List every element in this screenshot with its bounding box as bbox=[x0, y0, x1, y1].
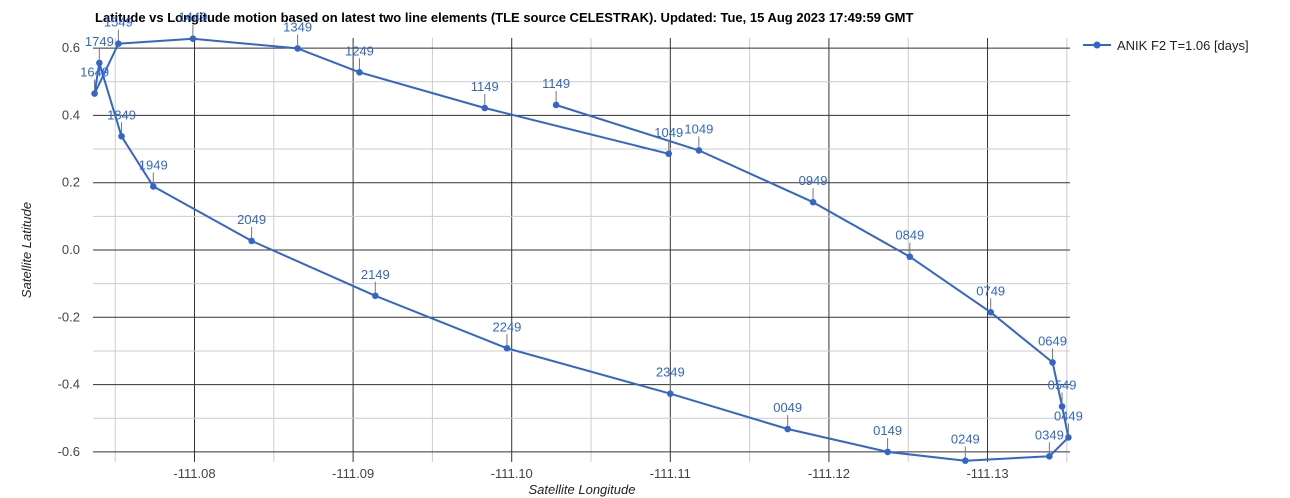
y-tick-label: 0.2 bbox=[62, 175, 80, 190]
x-tick-label: -111.11 bbox=[650, 466, 691, 481]
y-tick-label: 0.0 bbox=[62, 242, 80, 257]
data-point bbox=[1058, 403, 1066, 410]
data-label: 2249 bbox=[492, 319, 521, 334]
data-point bbox=[1046, 452, 1053, 460]
data-point bbox=[809, 198, 817, 206]
data-label: 0149 bbox=[873, 423, 902, 438]
legend-label: ANIK F2 T=1.06 [days] bbox=[1117, 38, 1249, 53]
legend[interactable]: ANIK F2 T=1.06 [days] bbox=[1083, 38, 1249, 53]
x-tick-label: -111.10 bbox=[491, 466, 533, 481]
data-point bbox=[1049, 359, 1056, 366]
data-point bbox=[115, 40, 122, 48]
x-tick-label: -111.13 bbox=[966, 466, 1008, 481]
data-point bbox=[906, 253, 914, 261]
data-label: 0349 bbox=[1035, 427, 1064, 442]
data-point bbox=[481, 104, 489, 112]
chart-title: Latitude vs Longitude motion based on la… bbox=[95, 10, 913, 25]
data-point bbox=[962, 457, 969, 464]
data-label: 0449 bbox=[1054, 408, 1083, 423]
data-point bbox=[1065, 434, 1072, 441]
y-tick-label: -0.4 bbox=[58, 377, 80, 392]
y-tick-label: 0.4 bbox=[62, 107, 80, 122]
series-line bbox=[93, 37, 1070, 462]
data-label: 0049 bbox=[773, 400, 802, 415]
data-label: 1449 bbox=[178, 10, 207, 25]
data-point bbox=[372, 292, 379, 300]
data-point bbox=[189, 35, 197, 42]
data-label: 1149 bbox=[542, 76, 570, 91]
data-label: 1249 bbox=[345, 43, 374, 58]
y-tick-label: -0.6 bbox=[58, 444, 80, 459]
data-label: 0849 bbox=[895, 228, 924, 243]
data-point bbox=[248, 237, 255, 245]
data-point bbox=[665, 150, 673, 158]
data-label: 1049 bbox=[654, 125, 683, 140]
x-tick-label: -111.08 bbox=[173, 466, 215, 481]
x-tick-label: -111.12 bbox=[808, 466, 850, 481]
data-point bbox=[294, 45, 301, 52]
data-label: 1049 bbox=[684, 121, 713, 136]
data-point bbox=[503, 344, 511, 352]
data-point bbox=[552, 101, 560, 109]
y-axis-ticks: 0.6 0.4 0.2 0.0 -0.2 -0.4 -0.6 bbox=[58, 40, 80, 459]
data-point bbox=[695, 147, 703, 154]
data-point bbox=[91, 90, 98, 97]
data-label: 1349 bbox=[283, 19, 312, 34]
data-label: 2149 bbox=[361, 267, 390, 282]
data-label: 1149 bbox=[471, 79, 499, 94]
data-point bbox=[356, 69, 363, 76]
data-label: 1649 bbox=[80, 65, 109, 80]
data-point bbox=[987, 308, 994, 316]
x-axis-title: Satellite Longitude bbox=[529, 482, 636, 497]
data-label: 1549 bbox=[104, 15, 133, 30]
data-label: 0649 bbox=[1038, 333, 1067, 348]
data-point bbox=[667, 390, 674, 397]
data-label: 0549 bbox=[1048, 377, 1077, 392]
x-tick-label: -111.09 bbox=[332, 466, 374, 481]
data-label: 2049 bbox=[237, 212, 266, 227]
data-label: 0949 bbox=[799, 173, 828, 188]
data-point bbox=[784, 425, 791, 433]
data-label: 1749 bbox=[85, 34, 114, 49]
data-label: 0249 bbox=[951, 432, 980, 447]
data-label: 1849 bbox=[107, 107, 136, 122]
data-label: 2349 bbox=[656, 365, 685, 380]
legend-point-swatch bbox=[1093, 41, 1101, 49]
gridlines bbox=[93, 38, 1070, 462]
data-point bbox=[96, 59, 103, 67]
data-label: 0749 bbox=[976, 283, 1005, 298]
y-axis-title: Satellite Latitude bbox=[19, 202, 34, 298]
series-anik-f2: 1049 1149 1249 1349 1449 1549 1649 1749 1849 1949… bbox=[80, 10, 1083, 464]
x-axis-ticks: -111.08 -111.09 -111.10 -111.11 -111.12 -111.… bbox=[173, 466, 1008, 481]
data-point bbox=[884, 448, 891, 456]
data-point bbox=[118, 132, 125, 140]
y-tick-label: -0.2 bbox=[58, 309, 80, 324]
data-point bbox=[149, 183, 157, 190]
y-tick-label: 0.6 bbox=[62, 40, 80, 55]
data-label: 1949 bbox=[139, 157, 168, 172]
